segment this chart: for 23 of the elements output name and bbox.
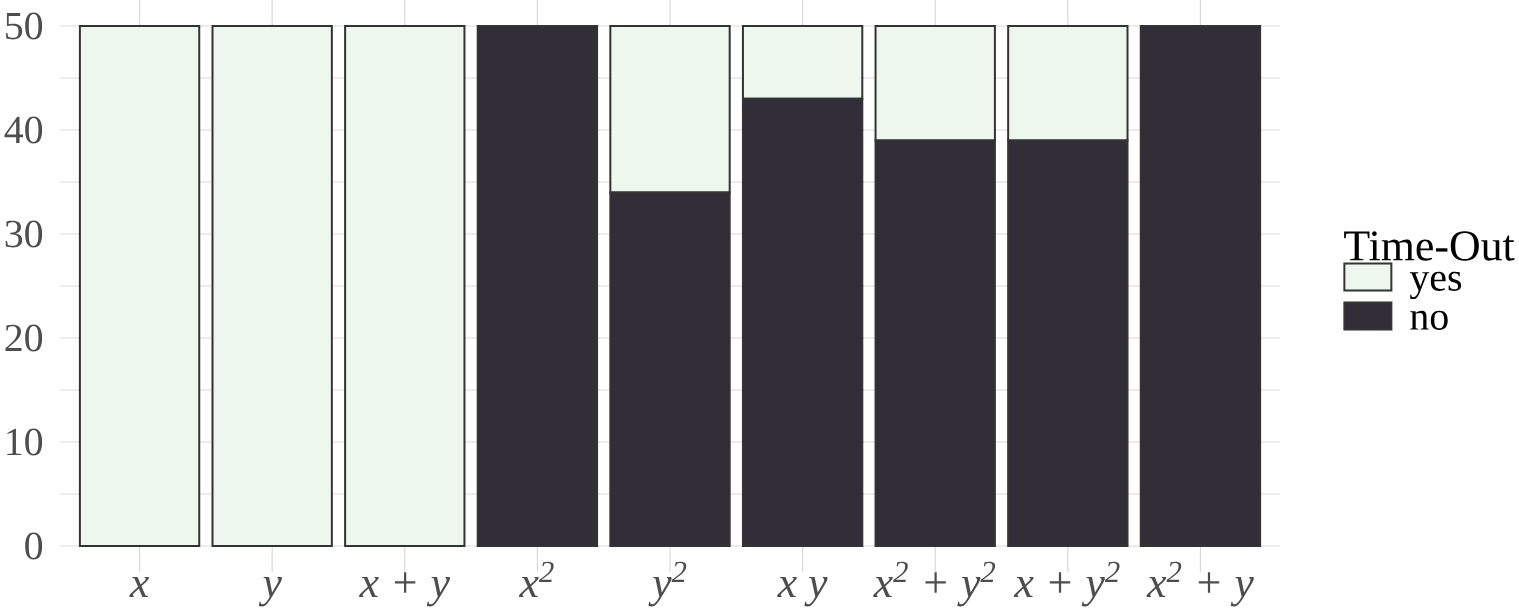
- x-tick-label: x + y$^{2}$: [1013, 561, 1120, 607]
- legend-label: yes: [1409, 271, 1462, 300]
- x-tick-label: x + y: [359, 572, 450, 607]
- legend-label: no: [1410, 310, 1448, 330]
- x-tick-label: y: [258, 576, 282, 607]
- x-tick-label: x y: [777, 576, 828, 607]
- y-tick-label: 40: [4, 116, 43, 144]
- x-tick-label: x: [129, 576, 149, 597]
- bar: [1139, 25, 1262, 547]
- y-tick-label: 50: [6, 12, 43, 40]
- bar: [78, 25, 201, 547]
- y-tick-label: 20: [5, 324, 43, 352]
- y-tick-label: 10: [7, 428, 43, 456]
- bar: [476, 25, 599, 547]
- bar: [211, 25, 333, 547]
- x-tick-label: x$^{2}$ + y$^{2}$: [873, 561, 996, 607]
- x-tick-label: x$^{2}$ + y: [1146, 561, 1254, 607]
- bar: [344, 25, 466, 547]
- y-tick-label: 0: [25, 532, 43, 560]
- x-tick-label: x$^{2}$: [518, 561, 554, 597]
- y-tick-label: 30: [5, 220, 43, 248]
- legend-title: Time-Out: [1344, 231, 1515, 261]
- x-tick-label: y$^{2}$: [648, 561, 687, 607]
